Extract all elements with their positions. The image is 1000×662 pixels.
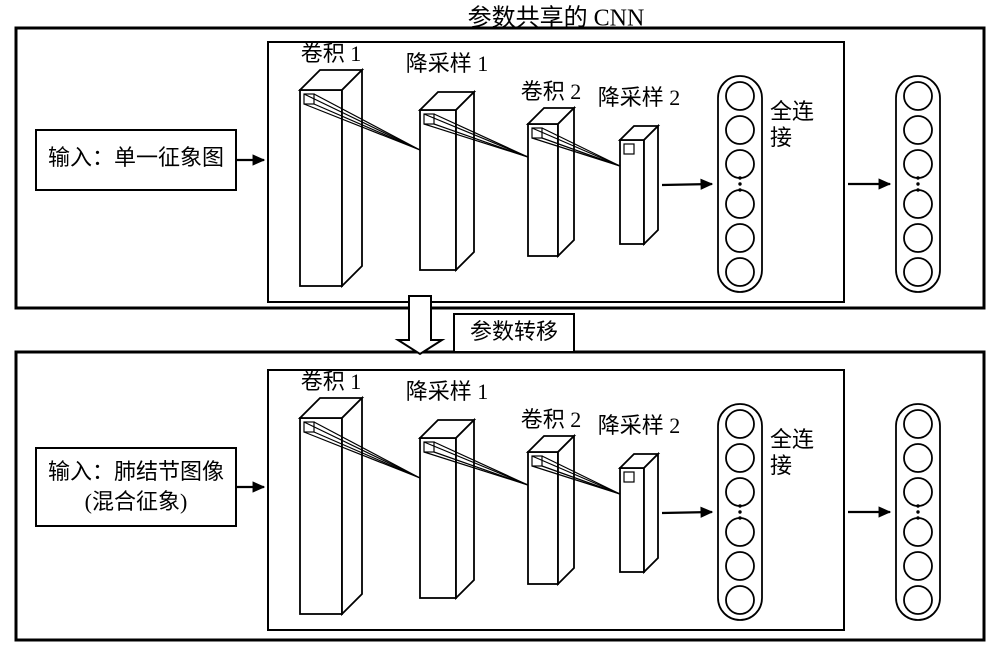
svg-text:卷积 1: 卷积 1 [301,41,362,66]
svg-text:接: 接 [770,125,792,150]
svg-text:降采样 1: 降采样 1 [406,51,489,76]
svg-text:全连: 全连 [770,99,814,124]
diagram-root: 参数共享的 CNN卷积 1降采样 1卷积 2降采样 2全连接输入：单一征象图卷积… [0,0,1000,657]
svg-text:参数转移: 参数转移 [470,319,558,344]
svg-text:接: 接 [770,453,792,478]
svg-text:卷积 2: 卷积 2 [521,79,582,104]
svg-text:降采样 1: 降采样 1 [406,379,489,404]
svg-text:降采样 2: 降采样 2 [598,413,681,438]
svg-text:降采样 2: 降采样 2 [598,85,681,110]
diagram-svg: 参数共享的 CNN卷积 1降采样 1卷积 2降采样 2全连接输入：单一征象图卷积… [0,0,1000,657]
svg-text:(混合征象): (混合征象) [85,489,188,514]
svg-text:全连: 全连 [770,427,814,452]
svg-text:卷积 1: 卷积 1 [301,369,362,394]
svg-text:输入：单一征象图: 输入：单一征象图 [48,145,224,170]
svg-text:输入：肺结节图像: 输入：肺结节图像 [48,459,224,484]
svg-text:卷积 2: 卷积 2 [521,407,582,432]
